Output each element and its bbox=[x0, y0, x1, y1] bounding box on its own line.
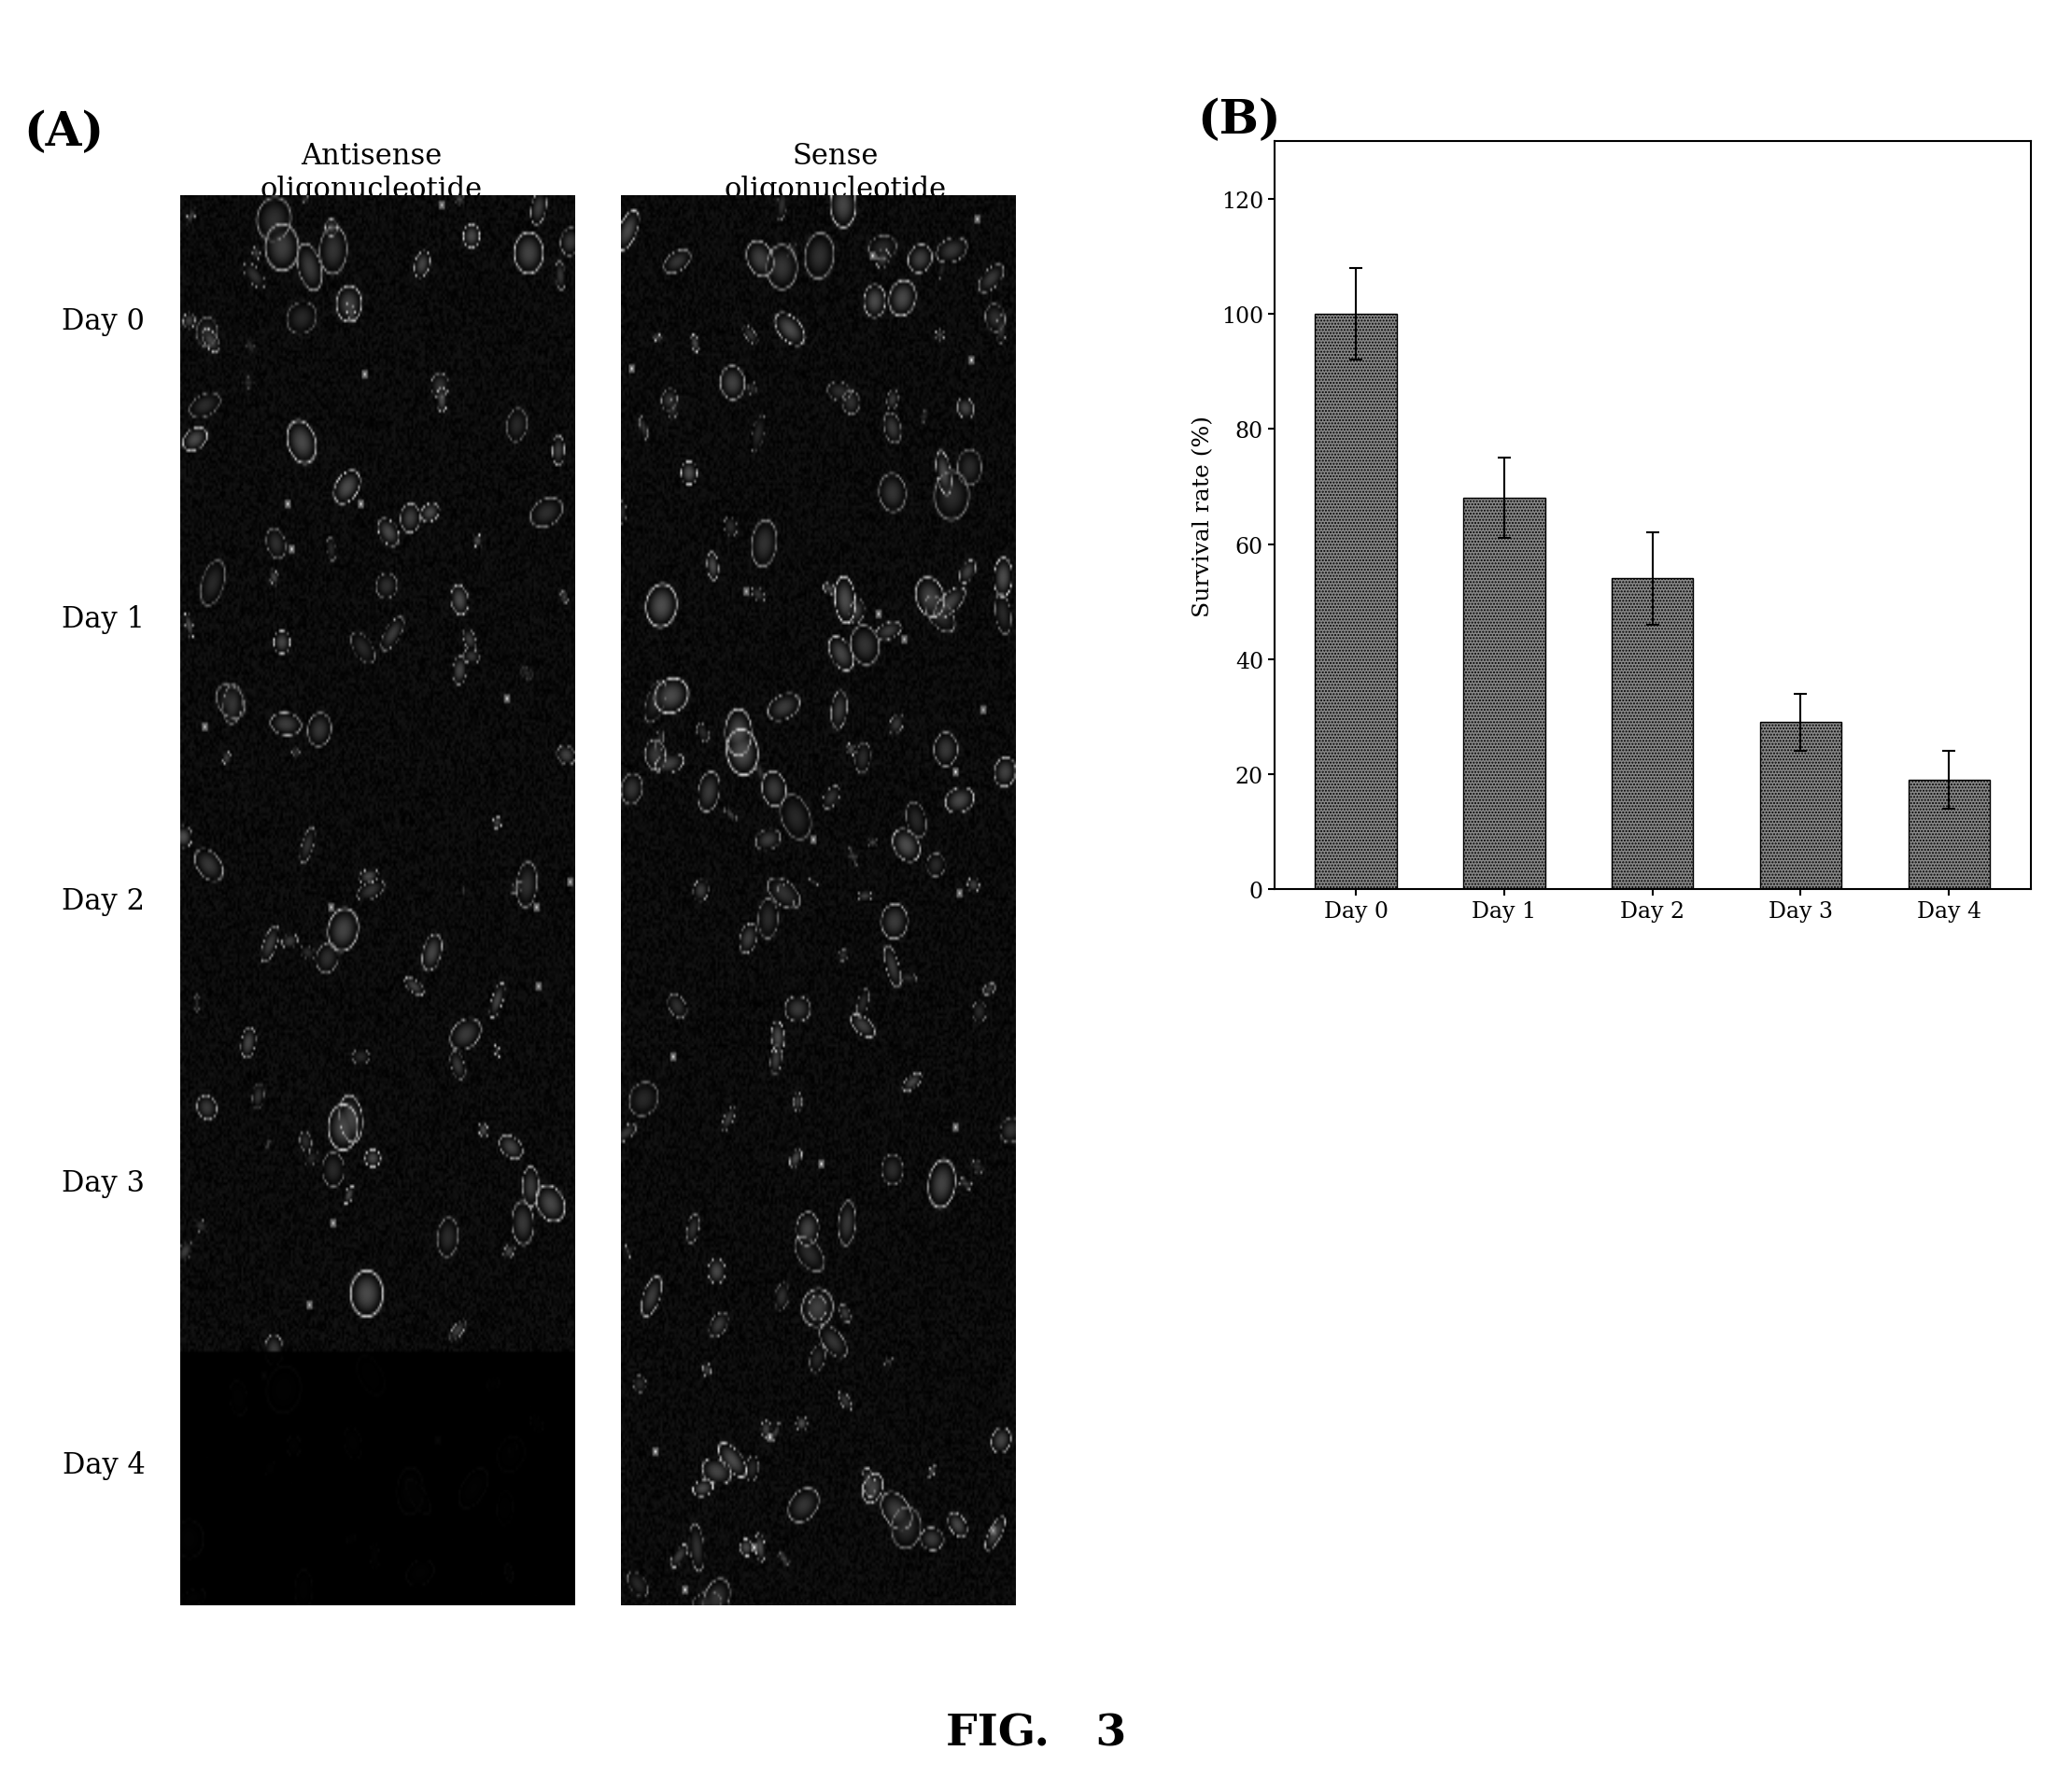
Text: Day 1: Day 1 bbox=[62, 605, 145, 633]
Bar bbox=[1463, 498, 1546, 890]
Text: Day 2: Day 2 bbox=[62, 886, 145, 916]
Text: Day 0: Day 0 bbox=[62, 308, 145, 336]
Bar bbox=[1908, 781, 1989, 890]
Text: (A): (A) bbox=[23, 110, 104, 157]
Text: Day 3: Day 3 bbox=[62, 1169, 145, 1197]
Bar bbox=[1612, 580, 1693, 890]
Text: FIG.   3: FIG. 3 bbox=[945, 1711, 1127, 1754]
Y-axis label: Survival rate (%): Survival rate (%) bbox=[1193, 415, 1214, 617]
Bar bbox=[1316, 315, 1397, 890]
Text: Day 4: Day 4 bbox=[62, 1450, 145, 1478]
Text: (B): (B) bbox=[1198, 98, 1280, 144]
Bar bbox=[1759, 722, 1842, 890]
Text: Sense
oligonucleotide: Sense oligonucleotide bbox=[725, 142, 947, 205]
Text: Antisense
oligonucleotide: Antisense oligonucleotide bbox=[261, 142, 483, 205]
